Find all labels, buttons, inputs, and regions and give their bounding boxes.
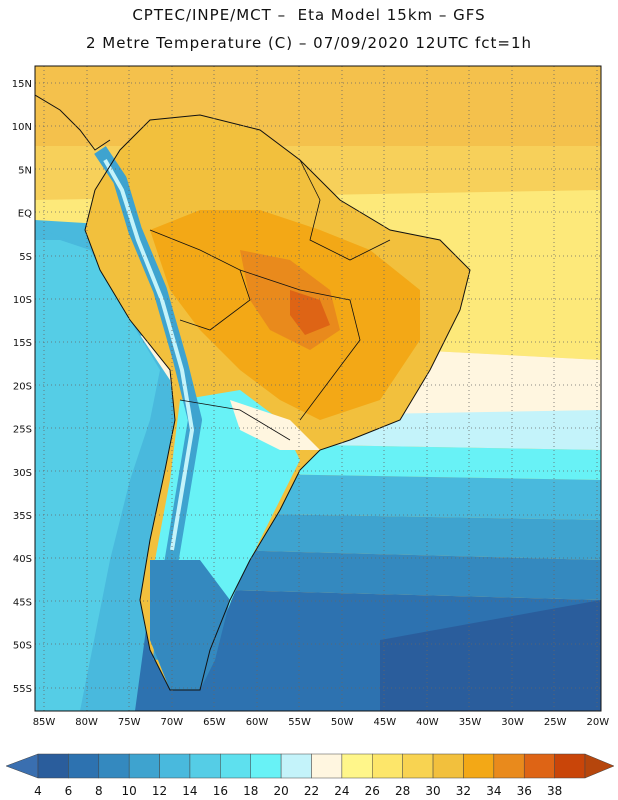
country-borders [149,229,251,331]
latitude-label: 15S [13,338,32,349]
latitude-label: 5N [18,165,32,176]
colorbar-label: 38 [547,784,562,798]
colorbar-swatch [432,753,464,779]
colorbar-label: 10 [122,784,137,798]
colorbar-right-arrow [584,753,615,779]
colorbar-swatch [98,753,130,779]
colorbar: 4 6 8 10 12 14 16 18 20 22 24 26 28 30 32 34 36 38 [5,753,615,798]
longitude-label: 40W [416,717,439,728]
colorbar-label: 20 [273,784,288,798]
colorbar-label: 4 [34,784,42,798]
longitude-label: 50W [331,717,354,728]
map-title-line-2: 2 Metre Temperature (C) – 07/09/2020 12U… [85,34,533,52]
core-region [290,290,330,335]
colorbar-swatch [463,753,495,779]
colorbar-swatch [402,753,434,779]
colorbar-swatch [372,753,403,779]
longitude-label: 80W [75,717,98,728]
longitude-label: 60W [246,717,269,728]
colorbar-label: 28 [395,784,410,798]
latitude-labels: 15N 10N 5N EQ 5S 10S 15S 20S 25S 30S 35S 40S 45S 50S 5… [12,79,32,695]
colorbar-label: 32 [456,784,471,798]
warm-pocket [230,400,320,450]
latitude-label: 35S [13,511,32,522]
longitude-label: 30W [501,717,524,728]
colorbar-label: 36 [517,784,532,798]
colorbar-label: 34 [486,784,501,798]
colorbar-swatch [341,753,373,779]
colorbar-label: 24 [334,784,349,798]
country-borders-2 [239,269,361,421]
latitude-label: 25S [13,425,32,436]
longitude-label: 75W [118,717,141,728]
latitude-label: EQ [18,209,32,220]
latitude-label: 45S [13,597,32,608]
colorbar-label: 18 [243,784,258,798]
colorbar-label: 6 [65,784,73,798]
central-america-coast [35,94,111,151]
colorbar-swatch [128,753,160,779]
latitude-label: 10N [12,122,32,133]
patagonia-cold [150,560,230,690]
colorbar-swatch [68,753,100,779]
longitude-label: 45W [373,717,396,728]
colorbar-label: 26 [365,784,380,798]
longitude-label: 35W [459,717,482,728]
colorbar-swatch [523,753,555,779]
map-field [35,66,601,711]
colorbar-swatch [189,753,221,779]
map-title-line-1: CPTEC/INPE/MCT – Eta Model 15km – GFS [132,6,486,24]
longitude-label: 55W [288,717,311,728]
colorbar-label: 16 [213,784,228,798]
colorbar-swatch [311,753,343,779]
latitude-label: 30S [13,468,32,479]
latitude-label: 40S [13,554,32,565]
colorbar-label: 22 [304,784,319,798]
colorbar-label: 14 [182,784,197,798]
longitude-labels: 85W 80W 75W 70W 65W 60W 55W 50W 45W 40W 35W 30W 25W 2… [33,717,610,728]
colorbar-swatch [220,753,251,779]
map-frame [34,65,602,712]
latitude-label: 5S [19,252,32,263]
colorbar-swatch [280,753,312,779]
latitude-label: 50S [13,641,32,652]
colorbar-label: 8 [95,784,103,798]
colorbar-label: 30 [425,784,440,798]
colorbar-swatch [250,753,282,779]
colorbar-swatch [37,753,69,779]
coastline [84,114,471,691]
longitude-label: 20W [586,717,609,728]
longitude-label: 25W [544,717,567,728]
country-borders-4 [179,399,291,441]
colorbar-left-arrow [5,753,39,779]
country-borders-3 [299,159,391,261]
latitude-label: 55S [13,684,32,695]
longitude-label: 65W [203,717,226,728]
colorbar-swatch [554,753,586,779]
colorbar-label: 12 [152,784,167,798]
colorbar-swatch [159,753,191,779]
colorbar-swatch [493,753,525,779]
longitude-label: 70W [160,717,183,728]
latitude-label: 20S [13,381,32,392]
longitude-label: 85W [33,717,56,728]
latitude-label: 15N [12,79,32,90]
latitude-label: 10S [13,295,32,306]
